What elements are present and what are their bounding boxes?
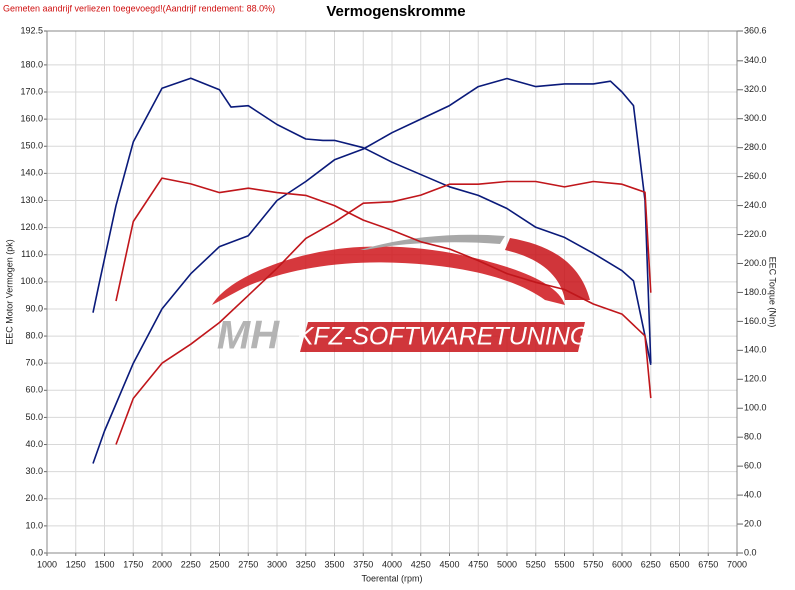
y-tick-label: 10.0 (25, 520, 43, 530)
x-tick-label: 3000 (267, 559, 287, 569)
y2-tick-label: 360.6 (744, 25, 767, 35)
x-tick-label: 4500 (439, 559, 459, 569)
x-tick-label: 1000 (37, 559, 57, 569)
x-tick-label: 6500 (669, 559, 689, 569)
y-tick-label: 110.0 (21, 249, 43, 259)
y-tick-label: 160.0 (20, 114, 43, 124)
x-axis-label: Toerental (rpm) (361, 573, 422, 583)
y-tick-label: 70.0 (25, 358, 43, 368)
y2-tick-label: 0.0 (744, 547, 757, 557)
x-tick-label: 2500 (209, 559, 229, 569)
x-tick-label: 5500 (554, 559, 574, 569)
y-tick-label: 120.0 (20, 222, 43, 232)
y2-tick-label: 20.0 (744, 518, 762, 528)
logo-banner (300, 322, 585, 352)
logo-swoosh-grey (360, 234, 505, 250)
x-tick-label: 5250 (526, 559, 546, 569)
y2-tick-label: 340.0 (744, 55, 767, 65)
y2-tick-label: 280.0 (744, 142, 767, 152)
note: Gemeten aandrijf verliezen toegevoegd!(A… (3, 3, 275, 13)
y-tick-label: 192.5 (20, 25, 43, 35)
y-tick-label: 50.0 (25, 412, 43, 422)
y2-tick-label: 240.0 (744, 200, 767, 210)
x-tick-label: 5000 (497, 559, 517, 569)
y2-tick-label: 160.0 (744, 316, 767, 326)
x-tick-label: 2250 (181, 559, 201, 569)
logo-arc (505, 238, 590, 300)
x-tick-label: 6750 (698, 559, 718, 569)
y-tick-label: 60.0 (25, 385, 43, 395)
x-tick-label: 6250 (641, 559, 661, 569)
y-axis-label: EEC Motor Vermogen (pk) (4, 239, 14, 345)
y2-tick-label: 300.0 (744, 113, 767, 123)
x-tick-label: 3750 (353, 559, 373, 569)
y-tick-label: 180.0 (20, 59, 43, 69)
y2-tick-label: 260.0 (744, 171, 767, 181)
x-tick-label: 2750 (238, 559, 258, 569)
curve (92, 77, 652, 365)
y-tick-label: 0.0 (30, 547, 43, 557)
y2-tick-label: 140.0 (744, 345, 767, 355)
y-tick-label: 140.0 (20, 168, 43, 178)
y2-tick-label: 180.0 (744, 287, 767, 297)
logo-swoosh (212, 246, 565, 305)
y-tick-label: 30.0 (25, 466, 43, 476)
logo-text: KFZ-SOFTWARETUNING (297, 323, 590, 351)
y2-tick-label: 100.0 (744, 403, 767, 413)
chart-title: Vermogenskromme (326, 3, 465, 20)
line-layer (92, 77, 652, 464)
y2-tick-label: 200.0 (744, 258, 767, 268)
x-tick-label: 1750 (123, 559, 143, 569)
curve (115, 177, 652, 399)
plot-frame (46, 30, 738, 554)
logo: MH KFZ-SOFTWARETUNING (212, 234, 590, 358)
logo-initials: MH (217, 314, 280, 358)
x-tick-label: 3250 (296, 559, 316, 569)
y-tick-label: 170.0 (20, 86, 43, 96)
y-tick-label: 150.0 (20, 141, 43, 151)
y-tick-label: 100.0 (20, 276, 43, 286)
y2-tick-label: 40.0 (744, 489, 762, 499)
curve (115, 180, 652, 445)
y2-tick-label: 320.0 (744, 84, 767, 94)
x-tick-label: 1250 (66, 559, 86, 569)
y-tick-label: 130.0 (20, 195, 43, 205)
y-tick-label: 80.0 (25, 330, 43, 340)
x-tick-label: 7000 (727, 559, 747, 569)
x-tick-label: 5750 (583, 559, 603, 569)
y-tick-label: 40.0 (25, 439, 43, 449)
x-tick-label: 1500 (94, 559, 114, 569)
x-tick-label: 4000 (382, 559, 402, 569)
x-tick-label: 4750 (468, 559, 488, 569)
curve (92, 77, 652, 464)
x-tick-label: 6000 (612, 559, 632, 569)
y2-axis-label: EEC Torque (Nm) (768, 257, 778, 328)
y2-tick-label: 120.0 (744, 374, 767, 384)
x-tick-label: 4250 (411, 559, 431, 569)
y-tick-label: 90.0 (25, 303, 43, 313)
y2-tick-label: 80.0 (744, 432, 762, 442)
y2-tick-label: 220.0 (744, 229, 767, 239)
x-tick-label: 2000 (152, 559, 172, 569)
x-tick-label: 3500 (324, 559, 344, 569)
y2-tick-label: 60.0 (744, 461, 762, 471)
y-tick-label: 20.0 (25, 493, 43, 503)
